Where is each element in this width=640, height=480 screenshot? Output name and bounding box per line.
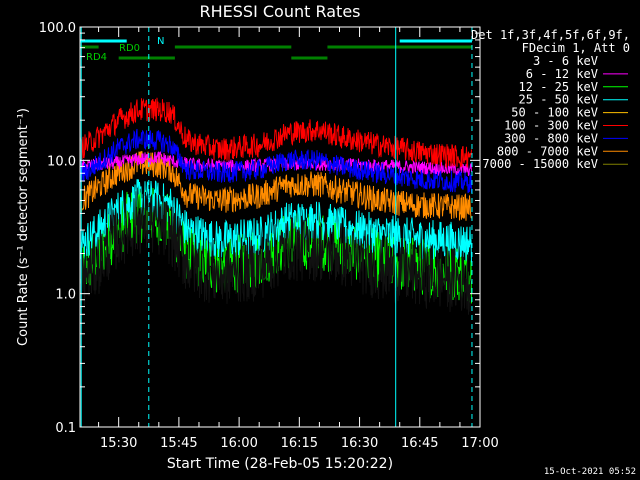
trace-300-800kev <box>79 128 472 194</box>
chart-title: RHESSI Count Rates <box>200 2 361 21</box>
y-axis-label: Count Rate (s⁻¹ detector segment⁻¹) <box>16 108 31 346</box>
y-axis-label-text: Count Rate (s⁻¹ detector segment⁻¹) <box>16 108 31 346</box>
x-axis-label: Start Time (28-Feb-05 15:20:22) <box>167 456 393 472</box>
legend-label: 25 - 50 keV <box>519 93 598 107</box>
legend: Det 1f,3f,4f,5f,6f,9f,FDecim 1, Att 03 -… <box>471 28 630 171</box>
y-tick-label: 1.0 <box>55 288 76 303</box>
y-tick-label: 100.0 <box>39 21 76 36</box>
legend-header: FDecim 1, Att 0 <box>522 41 630 55</box>
x-tick-label: 16:15 <box>281 436 318 451</box>
night-label: N <box>157 36 164 47</box>
y-tick-label: 0.1 <box>55 421 76 436</box>
event-markers <box>80 27 473 427</box>
legend-label: 7000 - 15000 keV <box>482 157 598 171</box>
x-tick-label: 15:45 <box>160 436 197 451</box>
legend-label: 6 - 12 keV <box>526 67 598 81</box>
y-axis-ticks: 0.1 1.0 10.0 100.0 <box>39 21 480 436</box>
footer-timestamp: 15-Oct-2021 05:52 <box>544 467 636 477</box>
legend-label: 12 - 25 keV <box>519 80 598 94</box>
x-tick-label: 16:30 <box>341 436 378 451</box>
trace-3-6kev <box>79 191 472 315</box>
trace-800-7000kev <box>79 150 472 221</box>
legend-label: 100 - 300 keV <box>504 119 598 133</box>
legend-label: 50 - 100 keV <box>511 106 598 120</box>
x-tick-label: 16:45 <box>401 436 438 451</box>
data-traces <box>79 97 472 315</box>
x-tick-label: 16:00 <box>220 436 257 451</box>
x-tick-label: 15:30 <box>100 436 137 451</box>
legend-label: 800 - 7000 keV <box>497 144 598 158</box>
rd0-label: RD0 <box>119 43 140 54</box>
plot-frame <box>79 26 481 428</box>
legend-label: 300 - 800 keV <box>504 131 598 145</box>
legend-header: Det 1f,3f,4f,5f,6f,9f, <box>471 28 630 42</box>
legend-label: 3 - 6 keV <box>533 54 598 68</box>
y-tick-label: 10.0 <box>47 154 76 169</box>
rd4-label: RD4 <box>86 52 107 63</box>
state-bars: RD0 RD4 N <box>80 36 472 63</box>
x-axis-ticks: 15:30 15:45 16:00 16:15 16:30 16:45 17:00 <box>98 27 499 451</box>
x-tick-label: 17:00 <box>461 436 498 451</box>
trace-100-300kev <box>79 97 472 169</box>
